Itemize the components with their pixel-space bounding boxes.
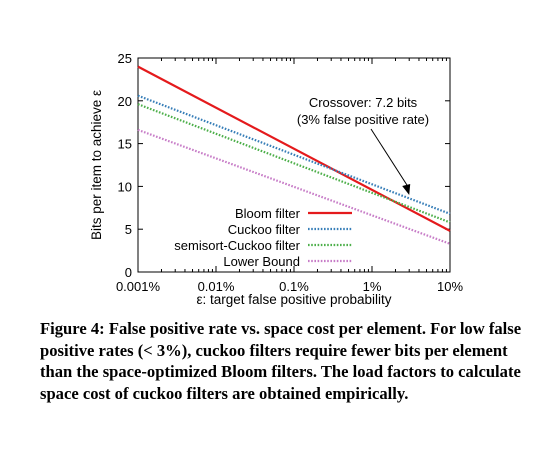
y-axis-label: Bits per item to achieve ε (89, 90, 104, 240)
y-tick-label: 25 (118, 51, 132, 66)
chart: 0 5 10 15 20 25 0.001% 0.01% 0.1% 1% 10% ε: target … (89, 51, 463, 307)
annotation-text: Crossover: 7.2 bits (309, 95, 418, 110)
y-tick-label: 20 (118, 94, 132, 109)
y-tick-label: 15 (118, 137, 132, 152)
legend-label: Cuckoo filter (228, 222, 301, 237)
x-tick-label: 0.01% (198, 279, 235, 294)
y-tick-label: 5 (125, 222, 132, 237)
x-axis-label: ε: target false positive probability (196, 292, 391, 307)
annotation-text: (3% false positive rate) (297, 112, 429, 127)
x-tick-label: 10% (437, 279, 463, 294)
series-line (137, 128, 451, 245)
legend-label: Lower Bound (223, 254, 300, 269)
annotation-arrow (370, 128, 409, 188)
x-tick-label: 0.1% (279, 279, 309, 294)
legend-label: Bloom filter (235, 206, 301, 221)
plot-area: 0 5 10 15 20 25 0.001% 0.01% 0.1% 1% 10% ε: target … (89, 51, 463, 307)
series-line (137, 103, 451, 224)
y-tick-label: 10 (118, 179, 132, 194)
x-tick-label: 1% (363, 279, 382, 294)
figure-caption: Figure 4: False positive rate vs. space … (40, 319, 522, 403)
annotation-arrowhead (402, 183, 411, 195)
series-line (137, 65, 451, 232)
series-line (137, 94, 451, 215)
y-tick-label: 0 (125, 265, 132, 280)
x-tick-label: 0.001% (116, 279, 161, 294)
legend-label: semisort-Cuckoo filter (174, 238, 300, 253)
